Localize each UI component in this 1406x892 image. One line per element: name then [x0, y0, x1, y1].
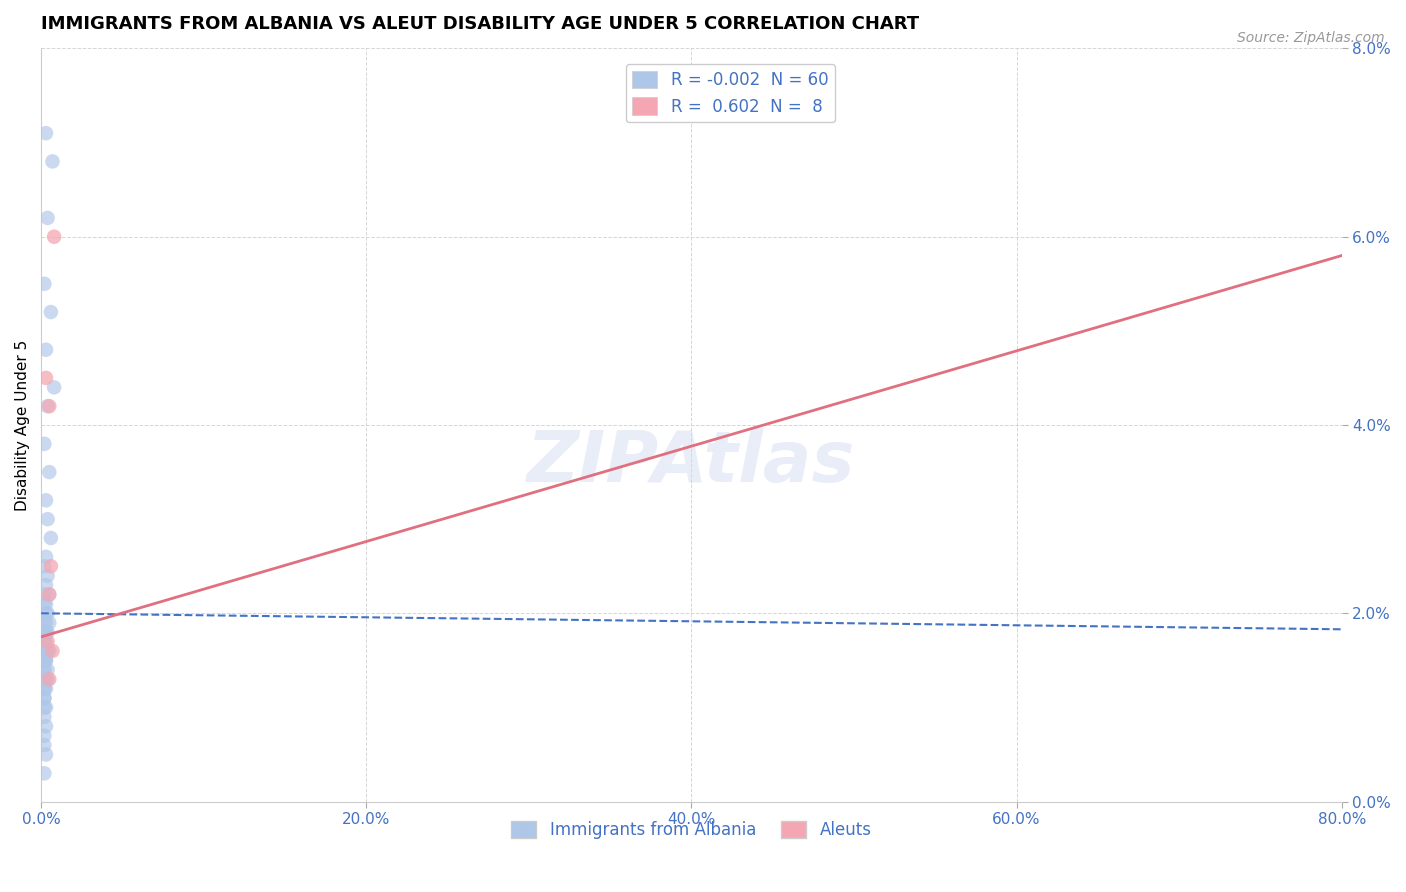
Point	[34, 615, 56, 630]
Point	[35, 343, 58, 357]
Point	[35, 371, 58, 385]
Point	[38, 587, 60, 601]
Point	[41, 154, 63, 169]
Point	[39, 305, 62, 319]
Point	[34, 634, 56, 648]
Point	[37, 607, 59, 621]
Point	[34, 691, 56, 706]
Point	[38, 672, 60, 686]
Point	[42, 229, 65, 244]
Point	[37, 512, 59, 526]
Point	[35, 126, 58, 140]
Text: IMMIGRANTS FROM ALBANIA VS ALEUT DISABILITY AGE UNDER 5 CORRELATION CHART: IMMIGRANTS FROM ALBANIA VS ALEUT DISABIL…	[41, 15, 920, 33]
Point	[38, 615, 60, 630]
Point	[34, 710, 56, 724]
Point	[37, 644, 59, 658]
Point	[35, 493, 58, 508]
Point	[34, 634, 56, 648]
Y-axis label: Disability Age Under 5: Disability Age Under 5	[15, 339, 30, 510]
Point	[37, 672, 59, 686]
Point	[34, 653, 56, 667]
Legend: Immigrants from Albania, Aleuts: Immigrants from Albania, Aleuts	[505, 814, 879, 846]
Point	[34, 729, 56, 743]
Point	[35, 747, 58, 762]
Point	[34, 766, 56, 780]
Point	[34, 277, 56, 291]
Point	[37, 399, 59, 413]
Point	[35, 672, 58, 686]
Point	[34, 587, 56, 601]
Point	[37, 634, 59, 648]
Point	[34, 663, 56, 677]
Point	[34, 663, 56, 677]
Point	[37, 625, 59, 640]
Point	[34, 597, 56, 611]
Point	[34, 653, 56, 667]
Point	[35, 653, 58, 667]
Point	[35, 644, 58, 658]
Point	[39, 559, 62, 574]
Point	[38, 399, 60, 413]
Text: ZIPAtlas: ZIPAtlas	[527, 428, 856, 497]
Point	[39, 531, 62, 545]
Point	[35, 615, 58, 630]
Point	[42, 380, 65, 394]
Point	[37, 663, 59, 677]
Point	[35, 719, 58, 733]
Point	[35, 607, 58, 621]
Point	[37, 568, 59, 582]
Point	[38, 465, 60, 479]
Point	[34, 559, 56, 574]
Point	[34, 700, 56, 714]
Point	[35, 634, 58, 648]
Point	[34, 437, 56, 451]
Point	[35, 597, 58, 611]
Point	[34, 672, 56, 686]
Point	[35, 625, 58, 640]
Point	[34, 644, 56, 658]
Point	[35, 681, 58, 696]
Point	[35, 578, 58, 592]
Point	[34, 738, 56, 752]
Point	[35, 653, 58, 667]
Point	[38, 644, 60, 658]
Point	[35, 700, 58, 714]
Point	[34, 681, 56, 696]
Point	[34, 691, 56, 706]
Point	[41, 644, 63, 658]
Point	[34, 681, 56, 696]
Point	[34, 625, 56, 640]
Point	[37, 211, 59, 225]
Point	[38, 587, 60, 601]
Text: Source: ZipAtlas.com: Source: ZipAtlas.com	[1237, 31, 1385, 45]
Point	[35, 549, 58, 564]
Point	[35, 625, 58, 640]
